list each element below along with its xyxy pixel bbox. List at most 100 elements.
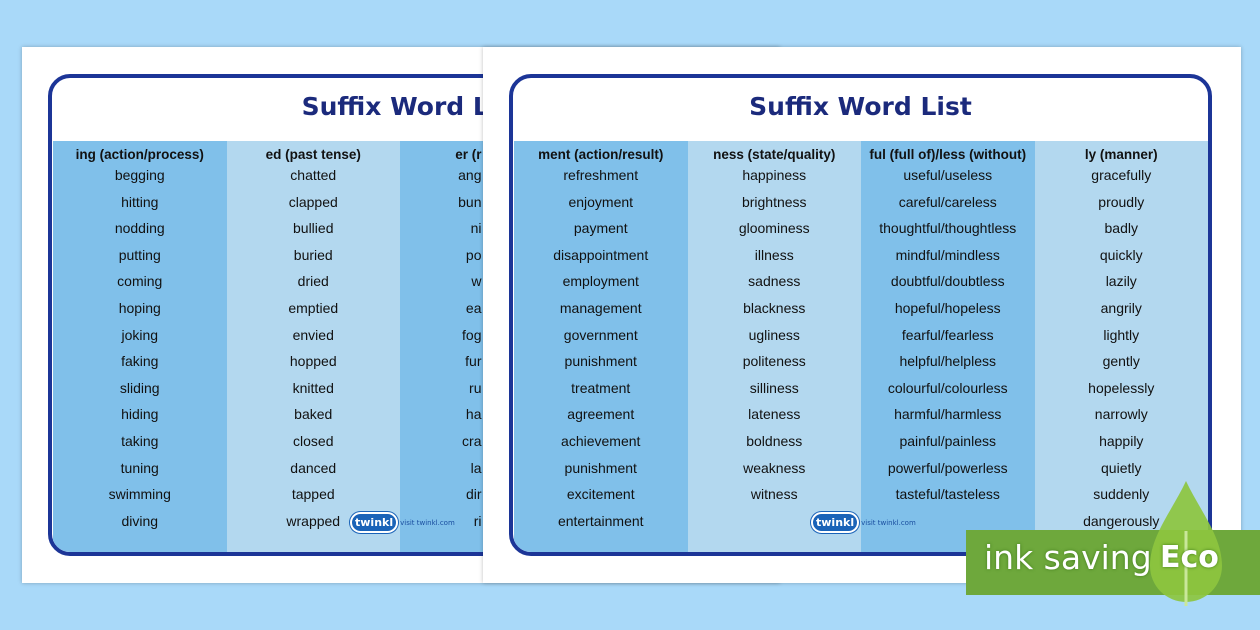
word-item: putting xyxy=(53,245,227,272)
word-item: sadness xyxy=(688,271,862,298)
word-item: entertainment xyxy=(514,511,688,538)
word-item-text: quietly xyxy=(1101,459,1142,476)
word-item: baked xyxy=(227,404,401,431)
word-column: ful (full of)/less (without) useful/usele… xyxy=(861,141,1035,552)
word-column: ness (state/quality) happiness brightness g… xyxy=(687,141,862,552)
word-item-text: faking xyxy=(121,353,159,370)
word-item: knitted xyxy=(227,378,401,405)
word-item-text: bullied xyxy=(293,220,334,237)
word-item: colourful/colourless xyxy=(861,378,1035,405)
word-item: happily xyxy=(1035,431,1209,458)
word-item-text: illness xyxy=(754,246,794,263)
word-item: gracefully xyxy=(1035,165,1209,192)
word-item-text: harmful/harmless xyxy=(894,406,1002,423)
word-item: tasteful/tasteless xyxy=(861,484,1035,511)
word-item: happiness xyxy=(688,165,862,192)
word-item: diving xyxy=(53,511,227,538)
word-item-text: powerful/powerless xyxy=(887,459,1008,476)
word-item-text: useful/useless xyxy=(903,167,993,183)
word-item: payment xyxy=(514,218,688,245)
word-item-text: emptied xyxy=(288,299,339,316)
word-item: mindful/mindless xyxy=(861,245,1035,272)
word-item-text: ang xyxy=(458,167,482,183)
word-item-text: closed xyxy=(293,432,334,449)
word-item: nodding xyxy=(53,218,227,245)
word-item-text: putting xyxy=(118,246,161,263)
word-item: helpful/helpless xyxy=(861,351,1035,378)
word-item: careful/careless xyxy=(861,192,1035,219)
word-item-text: badly xyxy=(1104,220,1138,237)
word-item: weakness xyxy=(688,458,862,485)
word-item-text: ha xyxy=(465,406,482,423)
word-item-text: colourful/colourless xyxy=(887,379,1008,396)
word-item-text: happiness xyxy=(742,167,807,183)
word-item-text: chatted xyxy=(290,167,337,183)
word-item-text: tapped xyxy=(291,486,335,503)
word-item-text: fur xyxy=(465,353,482,370)
word-column: ed (past tense) chatted clapped bullied buri… xyxy=(226,141,401,552)
word-item-text: ni xyxy=(470,220,482,237)
word-item-text: entertainment xyxy=(557,512,644,529)
word-item-text: doubtful/doubtless xyxy=(890,273,1005,290)
word-item: hopelessly xyxy=(1035,378,1209,405)
word-item-text: dir xyxy=(465,486,482,503)
word-item: useful/useless xyxy=(861,165,1035,192)
word-item-text: la xyxy=(470,459,482,476)
twinkl-link: visit twinkl.com xyxy=(400,518,455,527)
twinkl-logo-text: twinkl xyxy=(350,512,399,533)
word-item: gloominess xyxy=(688,218,862,245)
word-item-text: achievement xyxy=(561,432,641,449)
word-item-text: refreshment xyxy=(563,167,639,183)
word-item-text: sadness xyxy=(748,273,801,290)
word-item: ang xyxy=(400,165,482,192)
word-item-text: punishment xyxy=(564,459,637,476)
word-item: hopeful/hopeless xyxy=(861,298,1035,325)
word-item-text: weakness xyxy=(743,459,806,476)
word-item: treatment xyxy=(514,378,688,405)
word-item: punishment xyxy=(514,351,688,378)
word-item-text: disappointment xyxy=(553,246,649,263)
word-item: refreshment xyxy=(514,165,688,192)
word-item-text: tasteful/tasteless xyxy=(895,486,1000,503)
word-item-text: gently xyxy=(1102,353,1140,370)
word-item: dangerously xyxy=(1035,511,1209,538)
word-item: lazily xyxy=(1035,271,1209,298)
word-item: clapped xyxy=(227,192,401,219)
word-item: disappointment xyxy=(514,245,688,272)
word-item-text: narrowly xyxy=(1094,406,1148,423)
word-item-text: ri xyxy=(473,512,482,529)
word-item-text: dangerously xyxy=(1083,512,1160,529)
word-item: ugliness xyxy=(688,325,862,352)
word-item: proudly xyxy=(1035,192,1209,219)
word-item-text: dried xyxy=(297,273,329,290)
word-item: painful/painless xyxy=(861,431,1035,458)
word-item-text: ugliness xyxy=(748,326,800,343)
word-item: doubtful/doubtless xyxy=(861,271,1035,298)
word-item: government xyxy=(514,325,688,352)
word-item-text: buried xyxy=(293,246,333,263)
word-item: closed xyxy=(227,431,401,458)
word-item-text: hoping xyxy=(118,299,161,316)
word-list-frame: Suffix Word List ment (action/result) ref… xyxy=(509,74,1212,556)
word-item-text: hopeful/hopeless xyxy=(894,299,1001,316)
word-item-text: witness xyxy=(750,486,798,503)
word-item: quickly xyxy=(1035,245,1209,272)
word-item-text: blackness xyxy=(743,299,806,316)
word-item-text: baked xyxy=(294,406,333,423)
word-item: sliding xyxy=(53,378,227,405)
word-item-text: agreement xyxy=(567,406,635,423)
column-header-text: ing (action/process) xyxy=(75,147,204,162)
word-item-text: diving xyxy=(121,512,159,529)
word-item-text: employment xyxy=(562,273,639,290)
word-item: employment xyxy=(514,271,688,298)
word-item-text: hopped xyxy=(289,353,337,370)
word-item-text: gracefully xyxy=(1091,167,1152,183)
word-item: fur xyxy=(400,351,482,378)
word-item: witness xyxy=(688,484,862,511)
word-item-text: wrapped xyxy=(286,512,341,529)
word-item-text: fearful/fearless xyxy=(901,326,994,343)
word-item: gently xyxy=(1035,351,1209,378)
word-item: fog xyxy=(400,325,481,352)
column-header-text: ly (manner) xyxy=(1084,147,1158,162)
twinkl-link: visit twinkl.com xyxy=(861,518,916,527)
